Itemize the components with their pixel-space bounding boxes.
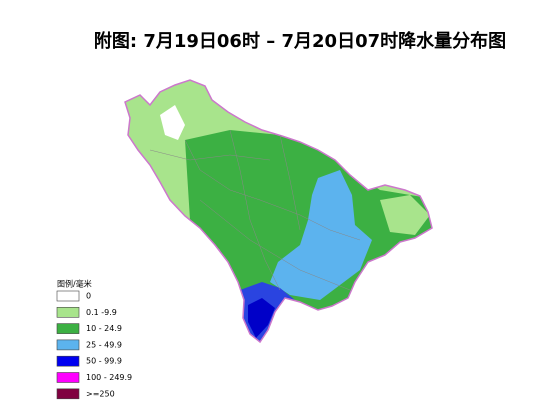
map-title: 附图: 7月19日06时 – 7月20日07时降水量分布图 xyxy=(94,30,506,52)
legend-label: 50 - 99.9 xyxy=(86,357,122,366)
legend-swatch xyxy=(56,306,80,318)
legend-label: 10 - 24.9 xyxy=(86,324,122,333)
precip-fill xyxy=(125,80,432,342)
legend-label: 0 xyxy=(86,292,91,301)
legend-label: 100 - 249.9 xyxy=(86,373,132,382)
legend-swatch xyxy=(56,323,80,334)
legend-title: 图例/毫米 xyxy=(57,279,92,289)
legend-label: 0.1 -9.9 xyxy=(86,308,117,317)
legend-swatch xyxy=(56,339,80,351)
legend-swatch xyxy=(56,388,80,400)
legend-swatch xyxy=(56,290,80,302)
legend: 0 0.1 -9.9 10 - 24.9 25 - 49.9 50 - 99.9 100 … xyxy=(56,290,132,400)
legend-label: >=250 xyxy=(86,389,115,398)
legend-label: 25 - 49.9 xyxy=(86,340,122,349)
legend-swatch xyxy=(56,355,80,367)
legend-swatch xyxy=(56,372,80,383)
county-borders xyxy=(149,129,361,291)
